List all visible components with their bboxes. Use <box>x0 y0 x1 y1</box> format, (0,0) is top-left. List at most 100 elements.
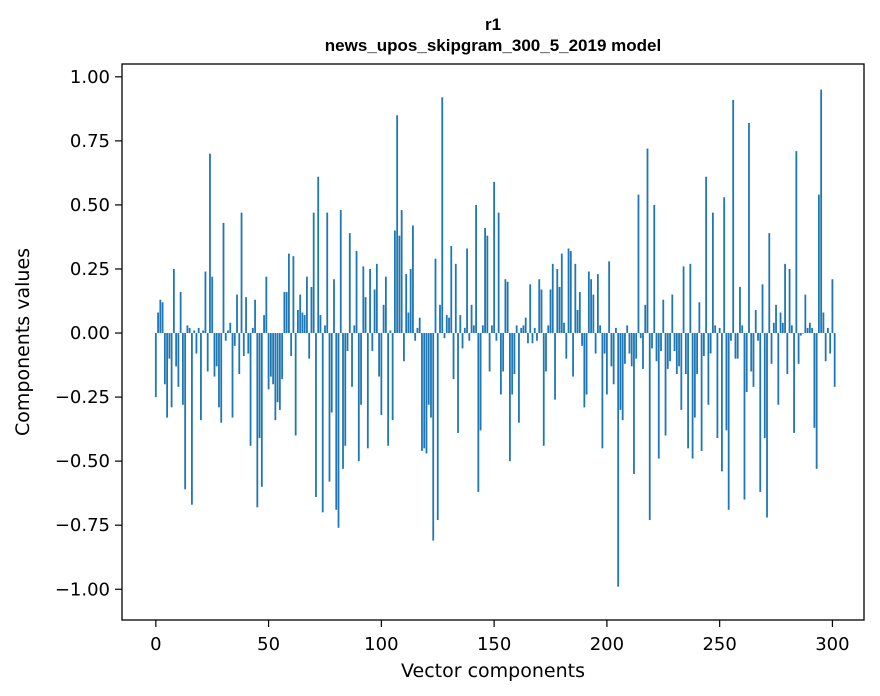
bar <box>569 251 572 334</box>
bar <box>693 333 696 418</box>
bar <box>736 333 739 359</box>
bar <box>813 333 816 428</box>
bar <box>822 312 825 334</box>
bar <box>283 292 286 334</box>
bar <box>585 333 588 395</box>
bar <box>238 333 241 375</box>
bar <box>430 333 432 418</box>
bar <box>732 99 735 334</box>
bar <box>247 333 250 354</box>
bar <box>578 292 581 334</box>
bar <box>637 194 640 334</box>
bar <box>287 253 290 334</box>
bar <box>648 333 651 521</box>
bar <box>181 333 184 405</box>
x-tick-label: 50 <box>257 634 280 655</box>
bar <box>154 333 157 398</box>
bar <box>242 333 245 357</box>
bar <box>175 333 178 367</box>
plot-frame <box>121 63 865 621</box>
bar <box>231 333 234 418</box>
bar <box>355 251 358 334</box>
bar <box>511 333 514 395</box>
bar <box>213 333 216 377</box>
bar <box>619 333 622 410</box>
bar <box>572 333 574 377</box>
y-tick-label: 0.50 <box>70 195 110 216</box>
bar <box>684 333 687 375</box>
bar <box>538 279 541 334</box>
bar <box>278 333 281 410</box>
bar <box>739 286 741 334</box>
bar <box>306 276 308 334</box>
x-axis-label: Vector components <box>401 660 585 682</box>
bar <box>723 197 726 334</box>
bar <box>450 245 453 334</box>
bar <box>630 333 633 367</box>
bar <box>258 333 261 439</box>
bar <box>443 333 446 339</box>
bar <box>486 235 489 334</box>
x-axis-ticks: 0 50 100 150 200 250 300 <box>150 620 850 655</box>
bar <box>718 327 721 334</box>
bar <box>195 333 198 354</box>
bar <box>220 333 223 423</box>
bar <box>454 263 457 334</box>
bar <box>509 333 511 462</box>
bar <box>669 333 671 362</box>
bar <box>784 263 786 334</box>
bar <box>472 325 475 334</box>
bar <box>398 235 401 334</box>
bar <box>833 333 836 387</box>
bar <box>319 315 322 334</box>
bar <box>675 333 678 375</box>
bar <box>565 333 568 359</box>
bar <box>603 333 606 354</box>
bar <box>495 333 498 341</box>
bar <box>583 333 586 408</box>
bar <box>759 333 762 492</box>
bar <box>786 333 789 375</box>
bar <box>817 194 820 334</box>
bar <box>393 230 396 334</box>
bar <box>657 333 660 459</box>
bar <box>308 333 311 359</box>
bar <box>425 333 428 454</box>
bar <box>249 333 252 446</box>
bar <box>696 333 698 375</box>
bar <box>642 333 644 369</box>
bar <box>382 304 385 334</box>
bar <box>680 333 683 410</box>
bar <box>470 304 473 334</box>
bar <box>348 233 351 334</box>
bar <box>290 333 293 357</box>
bar <box>770 333 773 364</box>
bar <box>515 325 518 334</box>
bar <box>545 333 547 372</box>
bar <box>705 176 708 334</box>
bar <box>256 333 259 508</box>
bar <box>272 333 274 385</box>
bar <box>824 333 827 362</box>
bar <box>317 176 320 334</box>
bar <box>777 333 780 405</box>
bar <box>193 330 196 334</box>
bar <box>563 322 565 334</box>
bar <box>829 333 832 354</box>
bar <box>750 333 753 372</box>
bar <box>493 181 496 334</box>
bar <box>445 315 448 334</box>
bar <box>251 327 254 334</box>
bar <box>529 284 532 334</box>
bar <box>229 322 232 334</box>
bar <box>808 322 811 334</box>
bar <box>281 333 284 380</box>
bar <box>653 204 656 334</box>
bar <box>820 89 823 334</box>
bar <box>664 333 667 436</box>
bar <box>700 333 703 451</box>
bar <box>441 97 444 334</box>
bar <box>599 325 602 334</box>
bar <box>222 222 225 334</box>
